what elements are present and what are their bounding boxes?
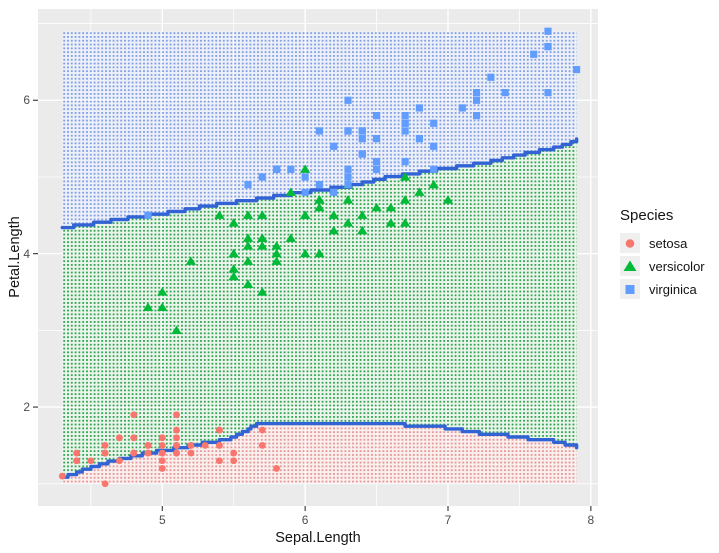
x-tick-label: 7 bbox=[444, 513, 452, 527]
setosa-circle-icon bbox=[620, 233, 640, 253]
region-dots-versicolor bbox=[62, 139, 577, 478]
legend-title: Species bbox=[620, 207, 674, 224]
region-dots-setosa bbox=[62, 423, 577, 484]
legend-label-virginica: virginica bbox=[649, 281, 697, 297]
virginica-square-icon bbox=[620, 279, 640, 299]
y-tick-label: 2 bbox=[23, 400, 30, 415]
x-tick-label: 8 bbox=[587, 513, 595, 527]
scatter-points-virginica bbox=[144, 27, 581, 219]
y-tick-label: 6 bbox=[23, 93, 30, 108]
legend-label-versicolor: versicolor bbox=[649, 258, 705, 274]
versicolor-triangle-icon bbox=[620, 256, 640, 276]
scatter-points-versicolor bbox=[142, 164, 454, 334]
legend-label-setosa: setosa bbox=[649, 235, 688, 251]
x-axis-title: Sepal.Length bbox=[275, 530, 361, 546]
x-tick-label: 6 bbox=[301, 513, 309, 527]
legend-entry-virginica: virginica bbox=[620, 279, 705, 299]
scatter-points-setosa bbox=[58, 411, 280, 488]
y-axis-title: Petal.Length bbox=[7, 216, 23, 298]
x-tick-label: 5 bbox=[158, 513, 166, 527]
legend: Species setosa versicolor virginica bbox=[620, 207, 705, 302]
legend-entry-setosa: setosa bbox=[620, 233, 705, 253]
decision-boundary-lower bbox=[60, 421, 579, 479]
panel bbox=[33, 9, 598, 511]
decision-boundary-upper bbox=[60, 137, 579, 230]
legend-entry-versicolor: versicolor bbox=[620, 256, 705, 276]
y-tick-label: 4 bbox=[23, 246, 30, 261]
